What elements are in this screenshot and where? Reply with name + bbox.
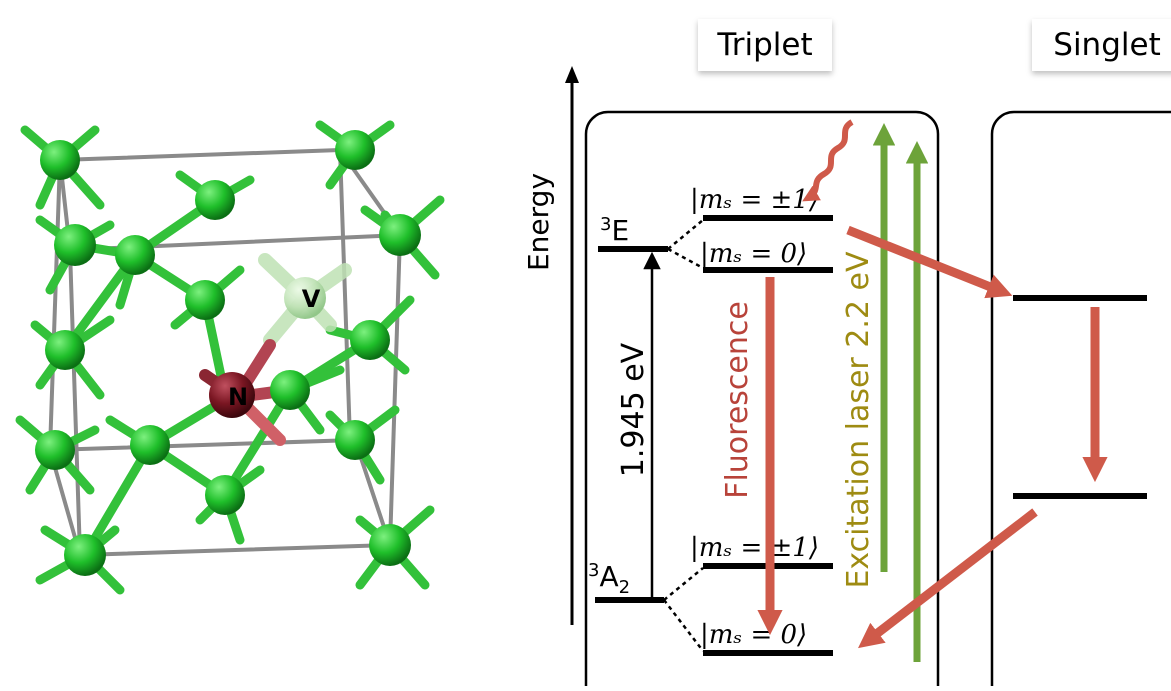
carbon-atom xyxy=(350,320,390,360)
carbon-atom xyxy=(335,420,375,460)
excitation-label: Excitation laser 2.2 eV xyxy=(841,251,876,589)
triplet-panel xyxy=(584,110,940,691)
carbon-atom xyxy=(205,475,245,515)
excitation-arrows xyxy=(872,123,929,662)
carbon-atoms xyxy=(35,130,421,576)
triplet-title-box xyxy=(698,19,832,71)
carbon-atom xyxy=(379,214,421,256)
carbon-atom xyxy=(369,524,411,566)
vacancy-site: V xyxy=(284,277,326,319)
singlet-panel xyxy=(990,110,1171,691)
ms-0-lower-label: |mₛ = 0⟩ xyxy=(700,620,807,650)
carbon-atom xyxy=(115,235,155,275)
splitting-connectors xyxy=(663,219,704,652)
crystal-structure: V N xyxy=(15,120,445,595)
photon-wavy-arrow xyxy=(802,119,854,202)
carbon-atom xyxy=(335,130,375,170)
energy-axis-arrowhead xyxy=(565,66,579,83)
energy-gap-label: 1.945 eV xyxy=(616,342,651,477)
fluorescence-label: Fluorescence xyxy=(720,301,755,499)
singlet-title: Singlet xyxy=(1053,27,1160,63)
energy-diagram: Energy Triplet Singlet xyxy=(522,19,1171,691)
excited-state-label: 3E xyxy=(600,214,629,247)
carbon-atom xyxy=(35,430,75,470)
isc-arrow-to-ground xyxy=(858,508,1038,649)
triplet-title: Triplet xyxy=(716,27,812,63)
singlet-title-box xyxy=(1032,19,1171,71)
ms-0-upper-label: |mₛ = 0⟩ xyxy=(700,239,807,269)
carbon-atom xyxy=(185,280,225,320)
ground-state-label: 3A2 xyxy=(588,560,630,598)
intersystem-arrows xyxy=(846,225,1108,649)
carbon-atom xyxy=(54,224,96,266)
ms-pm1-upper-label: |mₛ = ±1⟩ xyxy=(690,185,819,215)
carbon-atom xyxy=(270,370,310,410)
carbon-atom xyxy=(64,534,106,576)
ms-pm1-lower-label: |mₛ = ±1⟩ xyxy=(690,533,819,563)
isc-arrow-to-singlet xyxy=(846,225,1013,299)
carbon-atom xyxy=(45,330,85,370)
carbon-atom xyxy=(130,425,170,465)
nitrogen-atom: N xyxy=(209,372,255,418)
vacancy-label: V xyxy=(302,285,321,313)
carbon-atom xyxy=(195,180,235,220)
energy-axis-label: Energy xyxy=(522,173,555,271)
carbon-atom xyxy=(40,140,80,180)
nitrogen-label: N xyxy=(228,383,248,411)
